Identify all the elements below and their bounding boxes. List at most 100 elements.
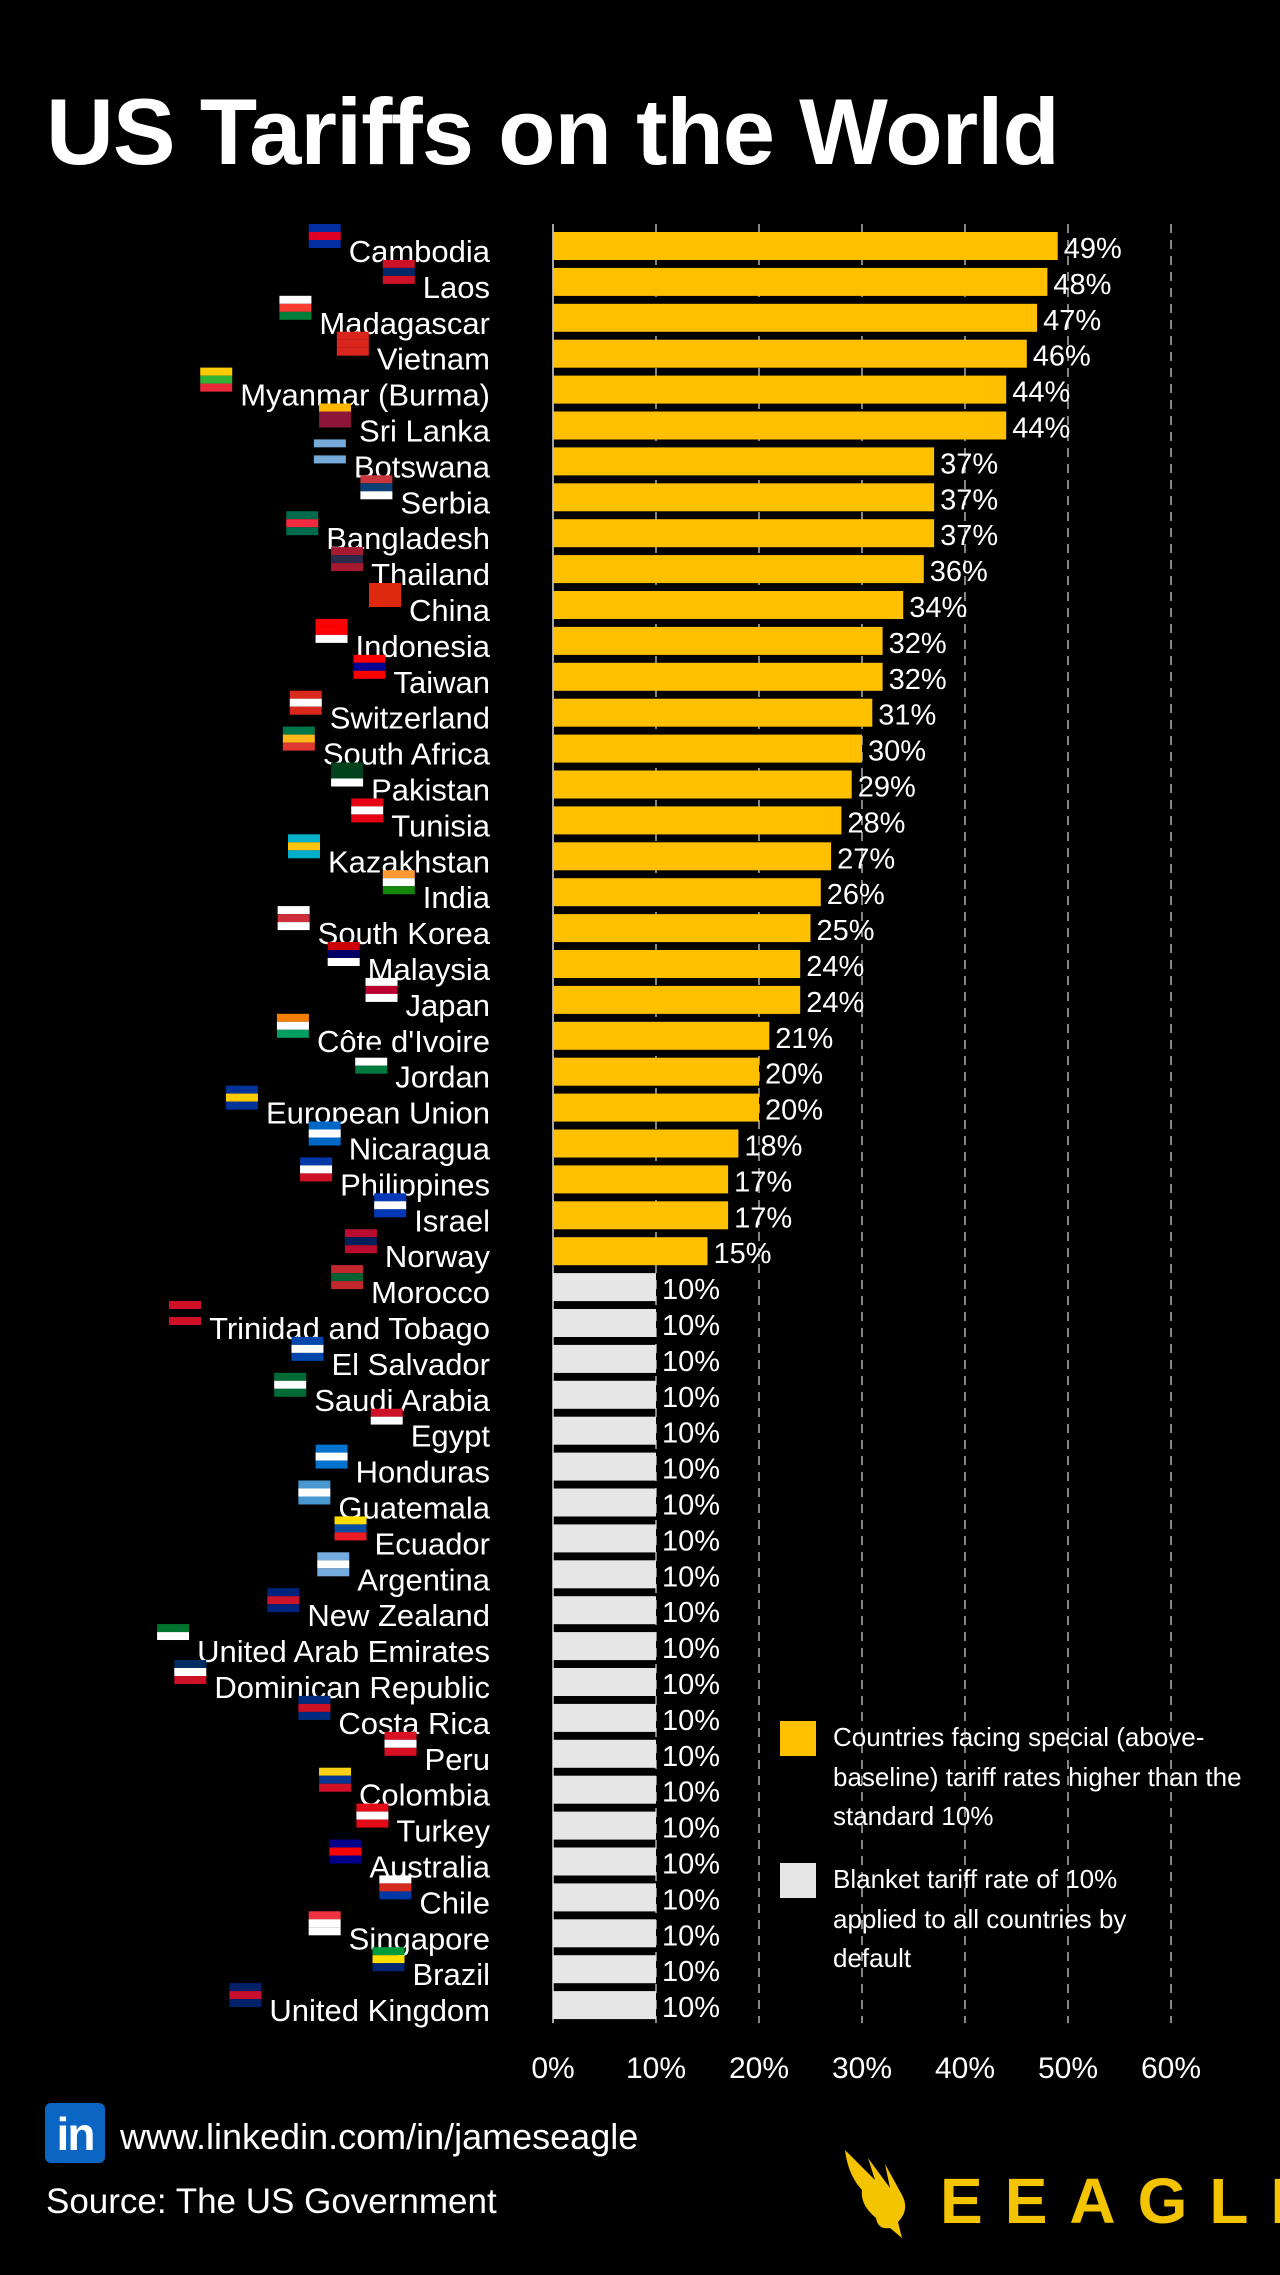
flag-icon [319,403,352,428]
bar [553,1165,729,1194]
category-label: United Kingdom [269,1993,490,2028]
category-label: Myanmar (Burma) [240,378,490,413]
flag-icon [291,1336,324,1361]
category-label: Morocco [371,1275,490,1310]
category-label: New Zealand [307,1598,490,1633]
eagle-icon [845,2150,906,2238]
value-label: 36% [930,556,988,588]
flag-icon [308,224,341,248]
value-label: 26% [827,879,885,911]
bar [553,950,801,978]
flag-icon [315,1444,348,1469]
value-label: 24% [806,951,864,983]
value-label: 37% [940,448,998,480]
value-label: 21% [775,1023,833,1055]
linkedin-url[interactable]: www.linkedin.com/in/jameseagle [120,2116,639,2157]
category-label: Israel [414,1203,490,1238]
category-label: Argentina [357,1562,490,1597]
value-label: 10% [662,1884,720,1916]
bar [553,1057,759,1086]
value-label: 29% [858,772,916,804]
flag-icon [308,1121,341,1146]
x-tick-label: 0% [531,2052,574,2085]
flag-icon [370,1408,403,1433]
flag-icon [274,1372,307,1397]
linkedin-icon[interactable]: in [45,2103,105,2163]
legend-swatch-baseline [780,1863,816,1898]
value-label: 10% [662,1274,720,1306]
category-label: Serbia [400,485,490,520]
flag-icon [319,1767,352,1792]
bar [553,1739,656,1768]
category-label: India [423,880,491,915]
value-label: 44% [1012,413,1070,445]
flag-icon [360,475,393,500]
category-label: Côte d'Ivoire [317,1024,490,1059]
flag-icon [313,439,346,464]
value-label: 32% [889,664,947,696]
value-label: 10% [662,1561,720,1593]
chart-title: US Tariffs on the World [46,79,1060,184]
bar [553,1488,656,1517]
bar [553,1811,656,1840]
category-label: Switzerland [330,701,490,736]
bar [553,1847,656,1876]
value-label: 34% [909,592,967,624]
bar [553,339,1027,368]
bar [553,483,935,512]
bar [553,770,852,799]
bar [553,1237,708,1266]
category-label: Peru [425,1742,490,1777]
flag-icon [344,1229,377,1254]
legend-label-special: Countries facing special (above-baseline… [833,1722,1242,1831]
x-tick-label: 20% [729,2052,789,2085]
flag-icon [355,1049,388,1074]
bar [553,985,801,1014]
bar [553,662,883,691]
value-label: 25% [817,915,875,947]
flag-icon [331,1265,364,1290]
value-label: 10% [662,1382,720,1414]
bars: 49%Cambodia48%Laos47%Madagascar46%Vietna… [157,224,1122,2028]
flag-icon [382,870,415,895]
value-label: 20% [765,1095,823,1127]
flag-icon [298,1480,331,1505]
flag-icon [229,1983,262,2008]
category-label: Taiwan [394,665,491,700]
bar [553,1919,656,1948]
x-tick-label: 50% [1038,2052,1098,2085]
flag-icon [174,1660,207,1684]
flag-icon [334,1516,367,1541]
category-label: Sri Lanka [359,414,491,449]
category-label: Egypt [411,1419,491,1454]
value-label: 10% [662,1490,720,1522]
bar [553,1596,656,1625]
flag-icon [308,1911,341,1936]
category-label: Singapore [349,1921,490,1956]
flag-icon [384,1731,417,1756]
bar [553,1991,656,2020]
flag-icon [279,295,312,320]
value-label: 10% [662,1633,720,1665]
category-label: United Arab Emirates [197,1634,490,1669]
bar [553,1273,656,1302]
flag-icon [315,618,348,643]
flag-icon [336,331,369,356]
category-label: Laos [423,270,490,305]
value-label: 37% [940,484,998,516]
value-label: 28% [847,807,905,839]
bar [553,519,935,548]
category-label: Turkey [396,1814,490,1849]
bar [553,1093,759,1122]
value-label: 27% [837,843,895,875]
x-tick-label: 40% [935,2052,995,2085]
category-label: El Salvador [331,1347,490,1382]
flag-icon [372,1947,405,1972]
value-label: 15% [714,1238,772,1270]
x-tick-label: 60% [1141,2052,1201,2085]
value-label: 10% [662,1454,720,1486]
flag-icon [369,583,401,607]
category-label: Ecuador [375,1526,490,1561]
value-label: 31% [878,700,936,732]
value-label: 10% [662,1920,720,1952]
